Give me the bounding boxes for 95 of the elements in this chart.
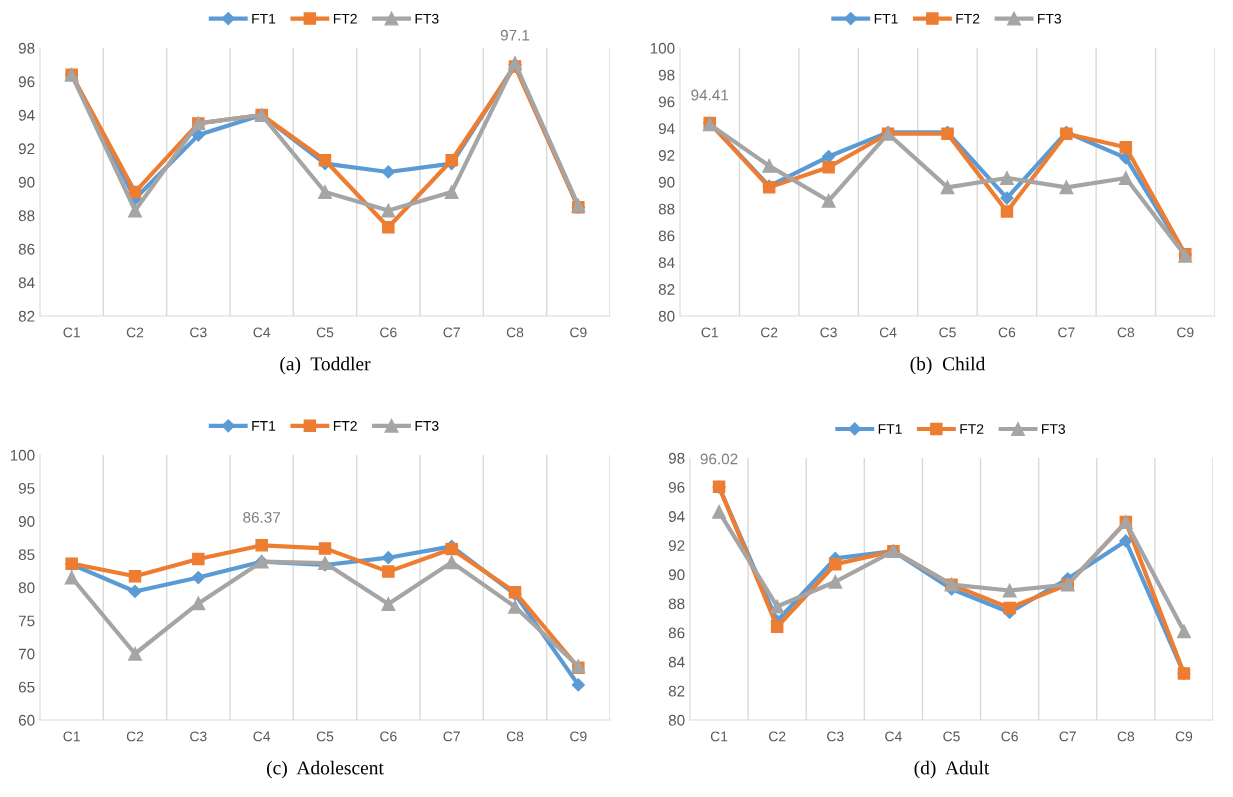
y-tick-label: 95 [18,482,35,494]
legend-label: FT2 [960,424,984,434]
x-tick-label: C7 [443,327,460,338]
y-tick-label: 94 [658,123,675,135]
y-tick-label: 86 [668,627,685,639]
x-tick-label: C8 [506,731,524,742]
y-tick-label: 98 [18,42,35,54]
x-tick-label: C6 [1001,731,1018,742]
annotation: 94.41 [691,89,729,101]
x-tick-label: C6 [998,327,1016,338]
y-tick-label: 90 [18,176,35,188]
y-tick-label: 100 [650,42,675,54]
y-tick-label: 75 [18,615,35,627]
y-tick-label: 88 [658,203,675,215]
x-tick-label: C7 [443,731,460,742]
y-tick-label: 85 [18,549,35,561]
x-tick-label: C3 [820,327,837,338]
x-tick-label: C2 [126,327,144,338]
y-tick-label: 92 [668,540,685,552]
x-tick-label: C2 [768,731,786,742]
y-tick-label: 94 [668,511,685,522]
x-tick-label: C9 [570,731,587,742]
x-tick-label: C3 [190,731,207,742]
legend-label: FT3 [415,420,439,431]
y-tick-label: 84 [658,257,675,269]
x-tick-label: C8 [1117,731,1135,742]
y-tick-label: 82 [668,685,685,697]
x-tick-label: C7 [1058,327,1075,338]
x-tick-label: C5 [316,731,334,742]
y-tick-label: 70 [18,648,35,660]
y-tick-label: 84 [18,277,35,289]
legend-label: FT1 [874,13,898,24]
x-tick-label: C4 [253,731,271,742]
legend-label: FT1 [252,421,276,431]
y-tick-label: 92 [18,143,35,155]
y-tick-label: 94 [18,109,35,121]
x-tick-label: C5 [943,731,960,742]
y-tick-label: 90 [658,176,675,188]
legend-label: FT3 [1042,424,1066,434]
y-tick-label: 96 [658,96,675,108]
x-tick-label: C9 [1177,327,1194,338]
x-axis-title: (a) Toddler [280,356,371,375]
legend-label: FT2 [333,13,357,24]
x-tick-label: C5 [316,327,334,338]
annotation: 86.37 [243,512,281,523]
legend-label: FT3 [1038,13,1062,24]
x-tick-label: C6 [380,731,397,742]
x-axis-title: (c) Adolescent [267,760,384,779]
y-tick-label: 86 [18,243,35,255]
y-tick-label: 84 [668,656,685,668]
y-tick-label: 92 [658,150,675,161]
x-tick-label: C4 [253,327,271,338]
x-tick-label: C9 [1175,731,1193,742]
x-axis-title: (b) Child [910,356,986,375]
legend-label: FT3 [415,13,439,24]
x-tick-label: C1 [63,327,80,338]
y-tick-label: 96 [18,76,35,88]
y-tick-label: 80 [18,582,35,594]
x-tick-label: C2 [760,327,778,338]
legend-label: FT2 [956,13,980,24]
y-tick-label: 90 [18,516,35,527]
x-axis-title: (d) Adult [914,760,990,779]
x-tick-label: C1 [63,731,80,742]
x-tick-label: C8 [1117,327,1135,338]
x-tick-label: C4 [879,327,897,338]
x-tick-label: C9 [570,327,587,338]
y-tick-label: 86 [658,230,675,242]
legend-label: FT1 [252,13,276,24]
y-tick-label: 98 [658,69,675,81]
y-tick-label: 88 [18,210,35,222]
y-tick-label: 88 [668,598,685,610]
y-tick-label: 80 [658,310,675,322]
y-tick-label: 96 [668,481,685,493]
legend-label: FT2 [333,420,357,431]
annotation: 96.02 [700,453,738,465]
y-tick-label: 100 [10,449,35,461]
x-tick-label: C1 [710,731,728,742]
y-tick-label: 82 [18,310,35,322]
x-tick-label: C6 [380,327,397,338]
x-tick-label: C1 [701,327,718,338]
y-tick-label: 98 [668,452,685,464]
x-tick-label: C3 [827,731,844,742]
annotation: 97.1 [500,29,530,41]
y-tick-label: 90 [668,569,685,581]
legend-label: FT1 [878,424,902,434]
x-tick-label: C8 [506,327,524,338]
x-tick-label: C7 [1059,731,1076,742]
x-tick-label: C3 [190,327,207,338]
x-tick-label: C5 [939,327,956,338]
x-tick-label: C2 [126,731,144,742]
y-tick-label: 60 [18,714,35,726]
y-tick-label: 65 [18,681,35,693]
y-tick-label: 80 [668,714,685,726]
x-tick-label: C4 [885,731,902,742]
y-tick-label: 82 [658,284,675,295]
